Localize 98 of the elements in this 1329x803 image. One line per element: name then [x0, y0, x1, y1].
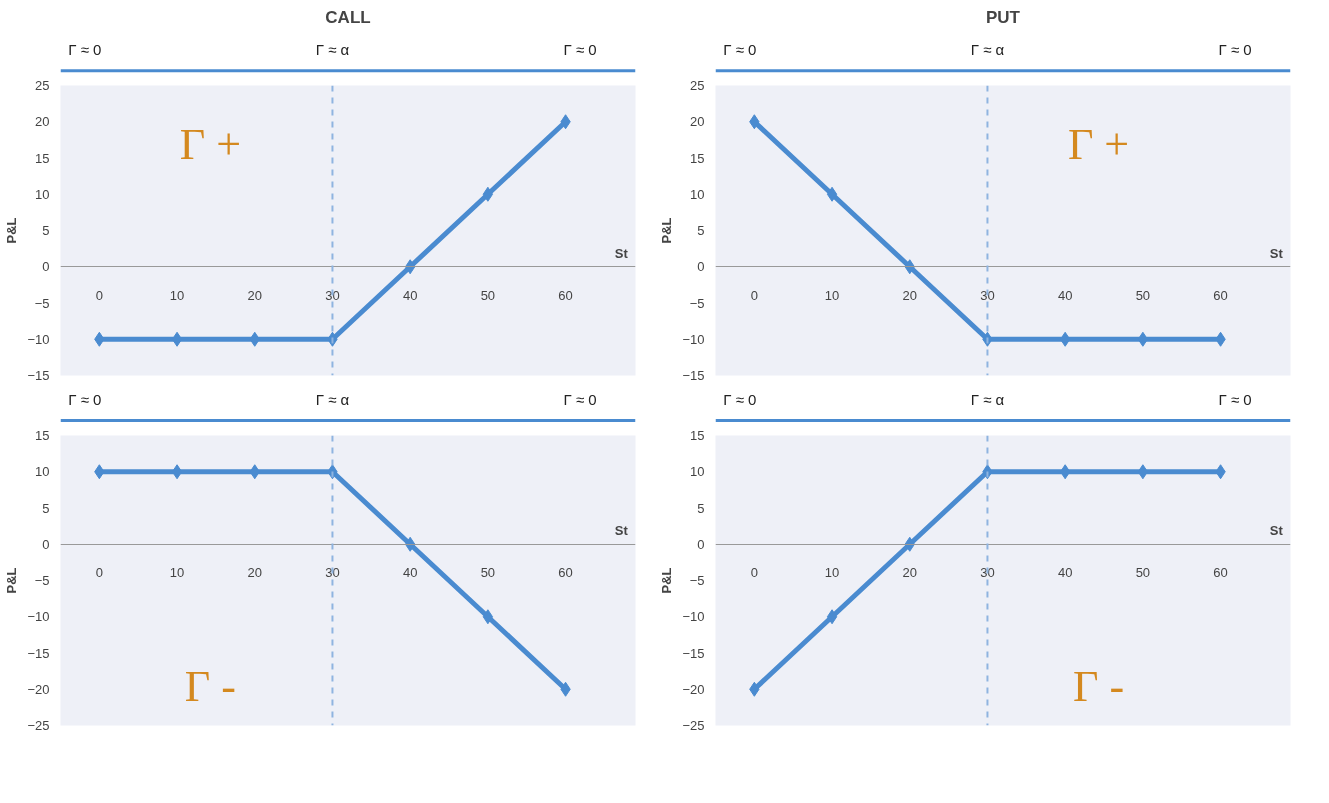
y-tick-label: 10	[35, 464, 50, 480]
x-tick-label: 30	[325, 565, 340, 581]
y-axis-title: P&L	[4, 567, 20, 594]
x-tick-label: 40	[402, 287, 418, 303]
point	[171, 331, 183, 347]
text: Γ ≈ 0	[1218, 391, 1252, 408]
text: Γ ≈ α	[970, 41, 1005, 59]
x-tick-label: 0	[95, 565, 103, 581]
y-tick-label: −15	[682, 368, 705, 383]
annotation: Γ -	[1072, 662, 1125, 711]
x-tick-label: 20	[902, 565, 917, 581]
x-tick-label: 60	[1213, 287, 1228, 303]
x-tick-label: 20	[247, 565, 262, 581]
text: Γ ≈ α	[315, 391, 350, 408]
chart-title: PUT	[986, 7, 1021, 27]
x-tick-label: 50	[1135, 287, 1151, 303]
y-tick-label: −20	[27, 681, 50, 697]
y-tick-label: −5	[689, 295, 705, 311]
text: Γ ≈ 0	[1218, 41, 1252, 59]
x-tick-label: 10	[824, 565, 840, 581]
y-tick-label: 5	[697, 500, 705, 516]
point	[171, 464, 183, 480]
point	[482, 186, 494, 202]
y-tick-label: −15	[27, 368, 50, 383]
x-tick-label: 50	[1135, 565, 1151, 581]
y-tick-label: −25	[27, 718, 50, 733]
y-tick-label: −5	[34, 573, 50, 588]
x-axis-title: St	[1269, 245, 1284, 261]
y-tick-label: −5	[689, 573, 705, 588]
y-tick-label: 20	[35, 114, 50, 130]
y-tick-label: 15	[35, 428, 50, 443]
text: Γ ≈ 0	[68, 391, 102, 408]
x-tick-label: 0	[750, 287, 758, 303]
point	[1137, 464, 1149, 480]
annotation: Γ +	[179, 120, 242, 170]
y-axis-title: P&L	[4, 217, 20, 244]
point	[826, 609, 838, 625]
text: Γ ≈ α	[970, 391, 1005, 408]
chart-title: CALL	[325, 7, 371, 27]
x-tick-label: 20	[902, 287, 917, 303]
text: Γ ≈ α	[315, 41, 350, 59]
y-tick-label: 0	[697, 536, 705, 552]
y-tick-label: 0	[42, 259, 50, 275]
y-tick-label: 0	[697, 259, 705, 275]
x-axis-title: St	[614, 245, 629, 261]
x-axis-title: St	[614, 523, 629, 539]
y-tick-label: −10	[682, 331, 705, 347]
annotation: Γ +	[1067, 120, 1130, 170]
y-tick-label: −10	[682, 609, 705, 625]
text: Γ ≈ 0	[723, 41, 757, 59]
x-tick-label: 30	[980, 287, 995, 303]
text: Γ ≈ 0	[723, 391, 757, 408]
y-tick-label: −10	[27, 331, 50, 347]
y-tick-label: 0	[42, 536, 50, 552]
x-tick-label: 0	[95, 287, 103, 303]
y-axis-title: P&L	[659, 567, 675, 594]
x-tick-label: 10	[169, 565, 185, 581]
x-axis-title: St	[1269, 523, 1284, 539]
x-tick-label: 40	[1057, 565, 1073, 581]
y-tick-label: 5	[42, 500, 50, 516]
x-tick-label: 50	[480, 565, 496, 581]
x-tick-label: 10	[169, 287, 185, 303]
y-tick-label: 10	[35, 186, 50, 202]
x-tick-label: 0	[750, 565, 758, 581]
x-tick-label: 40	[402, 565, 418, 581]
x-tick-label: 40	[1057, 287, 1073, 303]
y-tick-label: 15	[35, 150, 50, 166]
y-tick-label: 25	[35, 78, 50, 93]
x-tick-label: 60	[558, 287, 573, 303]
x-tick-label: 50	[480, 287, 496, 303]
point	[1137, 331, 1149, 347]
point	[482, 609, 494, 625]
y-tick-label: 5	[42, 223, 50, 238]
x-tick-label: 30	[980, 565, 995, 581]
y-tick-label: −20	[682, 681, 705, 697]
y-tick-label: 25	[690, 78, 705, 93]
text: Γ ≈ 0	[563, 41, 597, 59]
y-tick-label: −10	[27, 609, 50, 625]
y-tick-label: −15	[27, 645, 50, 661]
y-tick-label: −25	[682, 718, 705, 733]
x-tick-label: 60	[1213, 565, 1228, 581]
text: Γ ≈ 0	[563, 391, 597, 408]
point	[826, 186, 838, 202]
x-tick-label: 10	[824, 287, 840, 303]
y-tick-label: 5	[697, 223, 705, 238]
text: Γ ≈ 0	[68, 41, 102, 59]
x-tick-label: 30	[325, 287, 340, 303]
annotation: Γ -	[184, 662, 236, 711]
y-tick-label: 15	[690, 150, 705, 166]
y-tick-label: −5	[34, 295, 50, 311]
x-tick-label: 20	[247, 287, 262, 303]
x-tick-label: 60	[558, 565, 573, 581]
y-tick-label: 10	[690, 464, 705, 480]
y-tick-label: 15	[690, 428, 705, 443]
y-tick-label: 10	[690, 186, 705, 202]
y-tick-label: −15	[682, 645, 705, 661]
y-tick-label: 20	[690, 114, 705, 130]
y-axis-title: P&L	[659, 217, 675, 244]
